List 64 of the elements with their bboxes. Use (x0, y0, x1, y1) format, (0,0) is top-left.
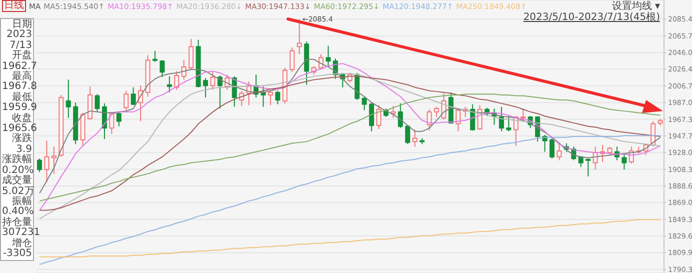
candlestick (210, 72, 216, 90)
candlestick (426, 108, 432, 132)
candlestick (188, 38, 194, 70)
annotation: 2023/5/10-2023/7/13(45根) (523, 12, 660, 23)
text: 涨跌幅 (2, 154, 32, 166)
text: 最低 (12, 92, 32, 103)
candlestick (130, 86, 136, 106)
text: 成交量 (2, 175, 32, 186)
candlestick (586, 158, 591, 177)
candlestick (166, 76, 172, 93)
candlestick (88, 86, 93, 120)
text: 收盘 (12, 112, 32, 124)
candlestick (369, 102, 374, 132)
candlestick (296, 18, 302, 55)
candlestick (174, 70, 180, 90)
annotation: 1962.7 (2, 60, 37, 72)
candlestick (203, 78, 208, 98)
text: 3.9 (16, 144, 32, 155)
candlestick (290, 46, 295, 73)
candlestick (44, 140, 50, 183)
text: 0.40% (2, 206, 34, 218)
text: 最高 (12, 71, 32, 82)
candlestick (376, 104, 382, 130)
text: 7/13 (8, 40, 32, 51)
annotation: 1959.9 (2, 102, 37, 114)
text: 开盘 (11, 50, 32, 62)
candlestick (556, 142, 562, 161)
candlestick (550, 138, 555, 160)
candlestick (268, 89, 273, 106)
text: 0.20% (2, 164, 34, 176)
candlestick (412, 129, 418, 148)
candlestick (318, 54, 324, 70)
candlestick (405, 124, 410, 145)
candlestick (398, 102, 403, 129)
candlestick (181, 60, 186, 80)
candlestick (520, 108, 526, 122)
candlestick (434, 106, 440, 118)
candlestick (622, 154, 627, 170)
candlestick (94, 94, 100, 112)
candlestick (362, 96, 367, 111)
line-series (39, 219, 661, 258)
candlestick (37, 158, 42, 173)
text: 增仓 (12, 238, 32, 249)
annotation: 307231 (2, 227, 40, 238)
annotation: 1967.8 (2, 81, 37, 92)
candlestick (51, 146, 56, 174)
text: 日期 (12, 19, 32, 30)
text: 振幅 (12, 196, 32, 207)
candlestick (152, 50, 158, 62)
text: -3305 (2, 248, 32, 260)
annotation: 设置均线 ▾ (612, 1, 660, 12)
candlestick (275, 90, 280, 105)
text: 持仓量 (2, 216, 32, 228)
candlestick (109, 111, 114, 134)
text: 涨跌 (11, 133, 32, 144)
candlestick (506, 116, 512, 132)
text: 2023 (6, 29, 32, 40)
candlestick (160, 60, 165, 78)
candlestick (66, 79, 71, 118)
text: 5.02万 (2, 186, 34, 196)
candlestick (326, 45, 331, 67)
candlestick (124, 90, 129, 111)
candlestick (498, 106, 504, 132)
candlestick (116, 111, 122, 127)
